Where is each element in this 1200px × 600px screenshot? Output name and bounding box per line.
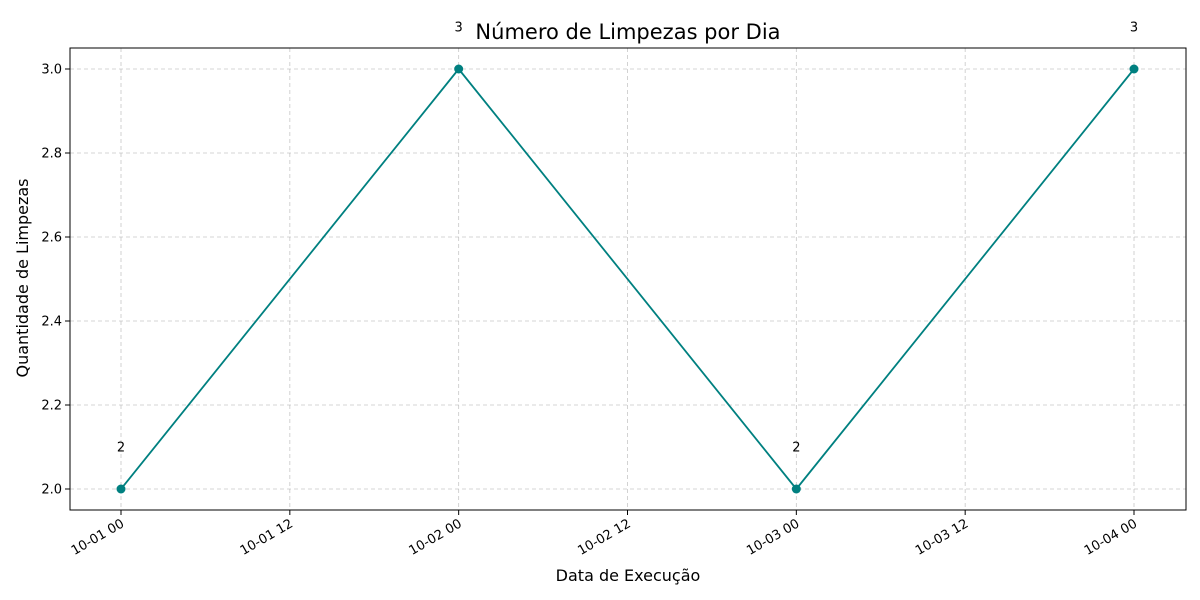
data-label: 2 xyxy=(792,441,800,456)
x-axis-label: Data de Execução xyxy=(556,566,701,585)
data-label: 3 xyxy=(455,21,463,36)
data-point xyxy=(454,64,464,74)
y-tick-label: 2.6 xyxy=(41,231,62,246)
y-tick-label: 2.2 xyxy=(41,399,62,414)
y-axis-label: Quantidade de Limpezas xyxy=(13,178,32,377)
data-label: 2 xyxy=(117,441,125,456)
series-line xyxy=(120,68,1135,490)
data-point xyxy=(791,484,801,494)
data-point xyxy=(116,484,126,494)
data-labels: 2 3 2 3 xyxy=(117,21,1138,456)
y-tick-label: 2.8 xyxy=(41,147,62,162)
data-label: 3 xyxy=(1130,21,1138,36)
series-layer xyxy=(120,68,1135,490)
y-tick-label: 2.4 xyxy=(41,315,62,330)
y-tick-label: 3.0 xyxy=(41,63,62,78)
chart-title: Número de Limpezas por Dia xyxy=(475,20,780,44)
data-point xyxy=(1129,64,1139,74)
y-tick-label: 2.0 xyxy=(41,483,62,498)
points-layer xyxy=(116,64,1139,494)
